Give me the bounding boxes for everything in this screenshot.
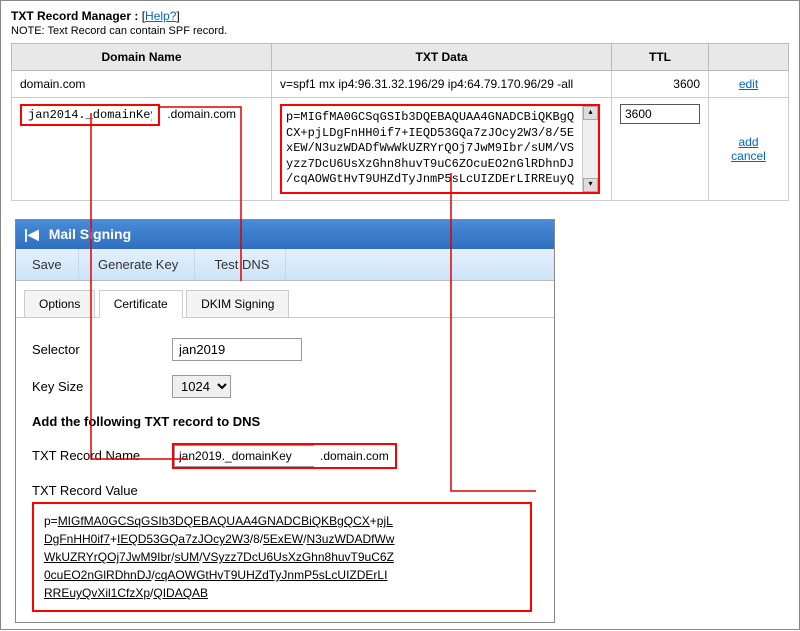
ttl-input[interactable] — [620, 104, 700, 124]
toolbar: Save Generate Key Test DNS — [16, 249, 554, 281]
col-domain: Domain Name — [12, 44, 272, 71]
col-data: TXT Data — [272, 44, 612, 71]
domain-suffix: .domain.com — [167, 107, 236, 121]
cell-domain: domain.com — [12, 71, 272, 98]
mail-signing-panel: |◀ Mail Signing Save Generate Key Test D… — [15, 219, 555, 623]
keysize-label: Key Size — [32, 379, 172, 394]
tab-strip: Options Certificate DKIM Signing — [16, 281, 554, 318]
cancel-link[interactable]: cancel — [727, 149, 770, 163]
generate-key-button[interactable]: Generate Key — [82, 249, 195, 280]
cell-data: v=spf1 mx ip4:96.31.32.196/29 ip4:64.79.… — [272, 71, 612, 98]
record-value-box[interactable]: p=MIGfMA0GCSqGSIb3DQEBAQUAA4GNADCBiQKBgQ… — [32, 502, 532, 612]
help-link[interactable]: Help? — [145, 9, 176, 23]
record-name-suffix: .domain.com — [314, 446, 395, 466]
txt-data-textarea[interactable]: p=MIGfMA0GCSqGSIb3DQEBAQUAA4GNADCBiQKBgQ… — [280, 104, 600, 194]
scrollbar[interactable]: ▴ ▾ — [582, 106, 598, 192]
cell-ttl-edit — [612, 98, 709, 201]
txt-records-table: Domain Name TXT Data TTL domain.com v=sp… — [11, 43, 789, 201]
selector-input[interactable] — [172, 338, 302, 361]
cell-domain-edit: .domain.com — [12, 98, 272, 201]
record-name-input[interactable] — [174, 445, 314, 467]
record-name-wrap: .domain.com — [172, 443, 397, 469]
table-row: domain.com v=spf1 mx ip4:96.31.32.196/29… — [12, 71, 789, 98]
record-name-label: TXT Record Name — [32, 448, 172, 463]
dns-section-header: Add the following TXT record to DNS — [32, 414, 538, 429]
selector-label: Selector — [32, 342, 172, 357]
scroll-up-icon[interactable]: ▴ — [583, 106, 598, 120]
add-link[interactable]: add — [734, 135, 762, 149]
panel-title: Mail Signing — [49, 226, 131, 242]
table-row: .domain.com p=MIGfMA0GCSqGSIb3DQEBAQUAA4… — [12, 98, 789, 201]
tab-options[interactable]: Options — [24, 290, 95, 317]
title-bar: |◀ Mail Signing — [16, 220, 554, 249]
scroll-down-icon[interactable]: ▾ — [583, 178, 598, 192]
cell-data-edit: p=MIGfMA0GCSqGSIb3DQEBAQUAA4GNADCBiQKBgQ… — [272, 98, 612, 201]
domain-input[interactable] — [20, 104, 160, 126]
txt-record-manager-panel: TXT Record Manager : [Help?] NOTE: Text … — [1, 1, 799, 209]
tab-certificate[interactable]: Certificate — [99, 290, 183, 318]
save-button[interactable]: Save — [16, 249, 79, 280]
record-value-label: TXT Record Value — [32, 483, 538, 498]
form-section: Selector Key Size 1024 Add the following… — [16, 318, 554, 622]
col-ttl: TTL — [612, 44, 709, 71]
collapse-icon[interactable]: |◀ — [24, 226, 39, 243]
cell-ttl: 3600 — [612, 71, 709, 98]
test-dns-button[interactable]: Test DNS — [199, 249, 287, 280]
cell-actions: add cancel — [709, 98, 789, 201]
txt-manager-note: NOTE: Text Record can contain SPF record… — [11, 25, 789, 37]
col-actions — [709, 44, 789, 71]
keysize-select[interactable]: 1024 — [172, 375, 231, 398]
edit-link[interactable]: edit — [735, 77, 762, 91]
txt-manager-title: TXT Record Manager : — [11, 9, 138, 23]
tab-dkim-signing[interactable]: DKIM Signing — [186, 290, 289, 317]
